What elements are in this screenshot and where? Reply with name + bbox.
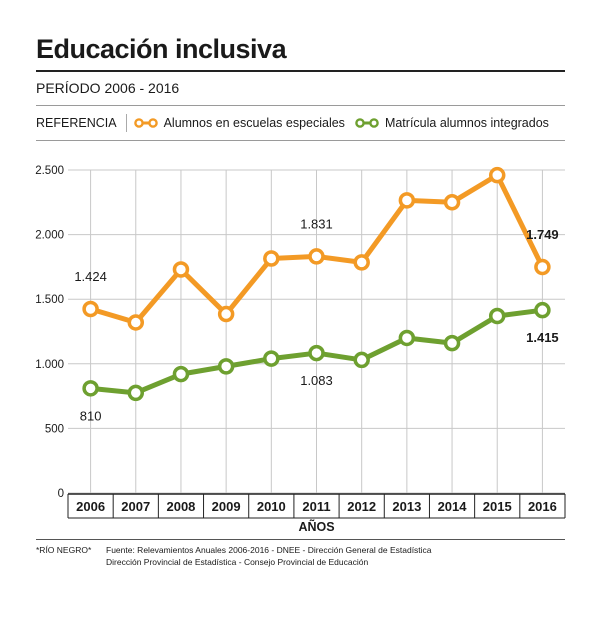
data-point-0 (217, 305, 235, 323)
title-rule (36, 70, 565, 72)
data-point-1 (488, 307, 506, 325)
data-label: 1.424 (74, 269, 107, 284)
footnote-source: Fuente: Relevamientos Anuales 2006-2016 … (106, 544, 432, 568)
data-point-1 (172, 365, 190, 383)
data-point-1 (398, 329, 416, 347)
legend-item-special-schools: Alumnos en escuelas especiales (133, 116, 345, 130)
data-point-1 (308, 344, 325, 362)
x-tick-label: 2011 (302, 499, 330, 514)
data-point-0 (308, 248, 325, 265)
data-point-0 (172, 261, 190, 278)
y-tick-label: 2.000 (35, 230, 64, 242)
data-point-0 (534, 258, 551, 276)
x-tick-label: 2016 (528, 499, 557, 514)
x-tick-label: 2010 (257, 499, 286, 514)
subtitle-rule (36, 105, 565, 106)
data-point-1 (217, 358, 235, 375)
data-point-0 (127, 314, 145, 331)
data-point-1 (443, 334, 461, 352)
legend: REFERENCIA Alumnos en escuelas especiale… (36, 113, 565, 133)
x-tick-label: 2012 (347, 499, 376, 514)
data-point-0 (353, 254, 370, 271)
legend-label-special-schools: Alumnos en escuelas especiales (163, 116, 345, 130)
y-axis: 0 500 1.000 1.500 2.000 2.500 (35, 165, 64, 500)
data-point-0 (82, 300, 99, 318)
x-tick-label: 2009 (212, 499, 241, 514)
data-point-1 (353, 351, 370, 369)
chart-grid (68, 169, 565, 494)
y-tick-label: 1.500 (35, 294, 64, 306)
data-point-1 (263, 350, 280, 367)
legend-separator (125, 114, 127, 132)
data-point-0 (443, 194, 461, 211)
legend-item-integrated: Matrícula alumnos integrados (355, 116, 549, 130)
x-tick-label: 2007 (121, 499, 150, 514)
chart-subtitle: PERÍODO 2006 - 2016 (36, 80, 180, 96)
legend-marker-orange-icon (133, 118, 158, 128)
legend-rule (36, 140, 565, 141)
data-point-0 (488, 166, 506, 184)
data-label: 1.749 (526, 227, 559, 242)
data-label: 1.415 (526, 330, 559, 345)
x-tick-label: 2008 (166, 499, 195, 514)
data-point-1 (82, 380, 99, 397)
y-tick-label: 1.000 (35, 359, 64, 371)
data-point-0 (398, 192, 416, 209)
chart-title: Educación inclusiva (36, 34, 287, 64)
x-tick-label: 2013 (392, 499, 421, 514)
y-tick-label: 500 (45, 423, 64, 435)
chart-series (82, 166, 551, 402)
legend-label-integrated: Matrícula alumnos integrados (384, 116, 549, 130)
data-point-1 (534, 301, 551, 319)
footer-rule (36, 539, 565, 540)
footnote-region: *RÍO NEGRO* (36, 545, 92, 555)
data-label: 810 (80, 408, 102, 423)
data-point-0 (263, 250, 280, 267)
data-labels: 1.424 1.831 1.749 810 1.083 1.415 (74, 216, 558, 423)
y-tick-label: 2.500 (35, 165, 64, 177)
data-point-1 (127, 384, 145, 402)
x-tick-label: 2006 (76, 499, 105, 514)
x-tick-label: 2015 (483, 499, 512, 514)
x-axis-title: AÑOS (298, 519, 334, 534)
x-tick-label: 2014 (438, 499, 468, 514)
data-label: 1.831 (300, 216, 333, 231)
data-label: 1.083 (300, 373, 333, 388)
footnote-source-line-1: Fuente: Relevamientos Anuales 2006-2016 … (106, 545, 432, 555)
x-axis: 2006 2007 2008 2009 2010 2011 2012 2013 2014 2015… (67, 493, 566, 534)
legend-marker-green-icon (355, 118, 379, 128)
legend-title: REFERENCIA (36, 116, 117, 130)
y-tick-label: 0 (58, 488, 64, 500)
footnote-source-line-2: Dirección Provincial de Estadística - Co… (106, 557, 369, 567)
